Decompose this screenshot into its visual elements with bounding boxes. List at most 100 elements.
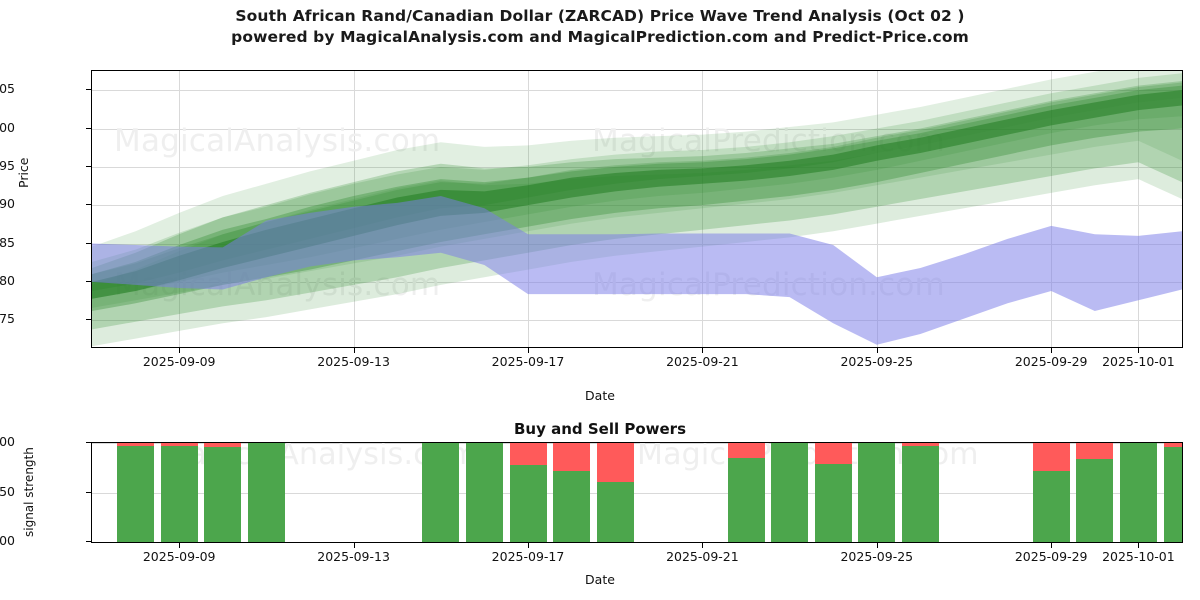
signal-bar[interactable] xyxy=(1076,443,1114,542)
buy-power-segment xyxy=(1076,458,1114,542)
price-band-0 xyxy=(92,195,1182,345)
main-x-axis-title: Date xyxy=(585,388,615,403)
main-gridline-h xyxy=(92,90,1182,92)
sell-power-segment xyxy=(204,443,242,447)
signal-bar[interactable] xyxy=(1032,443,1070,542)
lower-y-tick-label: 0.50 xyxy=(0,483,15,499)
main-y-tick-label: 0.0785 xyxy=(0,234,15,250)
signal-bar[interactable] xyxy=(117,443,155,542)
sell-power-segment xyxy=(1076,443,1114,459)
lower-x-tick-label: 2025-10-01 xyxy=(1102,549,1175,564)
main-y-tick-label: 0.0795 xyxy=(0,157,15,173)
signal-bar[interactable] xyxy=(247,443,285,542)
sell-power-segment xyxy=(509,443,547,465)
main-y-tickmark xyxy=(86,165,91,167)
main-y-axis-title: Price xyxy=(16,157,31,189)
lower-y-tickmark xyxy=(86,442,91,443)
lower-y-tickmark xyxy=(86,541,91,542)
lower-y-axis-title: signal strength xyxy=(22,447,36,537)
lower-gridline-h xyxy=(92,492,1182,494)
main-y-tick-label: 0.0805 xyxy=(0,81,15,97)
main-gridline-v xyxy=(179,71,181,347)
sell-power-segment xyxy=(901,443,939,446)
main-x-tickmark xyxy=(702,348,704,353)
signal-bar[interactable] xyxy=(1119,443,1157,542)
main-gridline-v xyxy=(1051,71,1053,347)
signal-bar[interactable] xyxy=(204,443,242,542)
main-gridline-v xyxy=(876,71,878,347)
lower-gridline-h xyxy=(92,443,1182,444)
lower-y-tick-label: 1.00 xyxy=(0,434,15,449)
subplot-title: Buy and Sell Powers xyxy=(513,420,686,438)
buy-power-segment xyxy=(1032,470,1070,542)
main-x-tick-label: 2025-09-09 xyxy=(142,354,216,369)
price-band-echo-2 xyxy=(92,82,1182,292)
signal-bar[interactable] xyxy=(160,443,198,542)
main-y-tickmark xyxy=(86,280,91,282)
main-x-tickmark xyxy=(353,348,355,353)
signal-bar[interactable] xyxy=(1163,443,1182,542)
lower-x-tickmark xyxy=(179,543,181,548)
signal-bar[interactable] xyxy=(596,443,634,542)
main-y-tick-label: 0.0780 xyxy=(0,272,15,288)
main-x-tickmark xyxy=(876,348,878,353)
main-x-tickmark xyxy=(528,348,529,353)
price-band-echo-0 xyxy=(92,97,1182,347)
lower-x-tickmark xyxy=(876,543,878,548)
price-wave-chart[interactable]: MagicalAnalysis.com MagicalPrediction.co… xyxy=(91,70,1183,348)
main-y-tickmark xyxy=(86,89,91,91)
main-gridline-h xyxy=(92,166,1182,168)
main-y-tick-label: 0.0775 xyxy=(0,311,15,327)
buy-power-segment xyxy=(1119,443,1157,542)
buy-power-segment xyxy=(1163,446,1182,542)
lower-x-tickmark xyxy=(702,543,704,548)
page-title: South African Rand/Canadian Dollar (ZARC… xyxy=(0,6,1200,48)
buy-power-segment xyxy=(465,443,503,542)
sell-power-segment xyxy=(596,443,634,482)
lower-y-tick-label: 0.00 xyxy=(0,533,15,548)
signal-bar[interactable] xyxy=(422,443,460,542)
signal-bar[interactable] xyxy=(901,443,939,542)
main-gridline-h xyxy=(92,128,1182,130)
main-y-tick-label: 0.0800 xyxy=(0,119,15,135)
signal-bar[interactable] xyxy=(858,443,896,542)
main-x-tick-label: 2025-09-13 xyxy=(317,354,390,369)
buy-power-segment xyxy=(160,445,198,542)
buy-power-segment xyxy=(204,446,242,542)
signal-bar[interactable] xyxy=(727,443,765,542)
main-gridline-v xyxy=(528,71,529,347)
sell-power-segment xyxy=(727,443,765,458)
main-x-tick-label: 2025-09-17 xyxy=(491,354,565,369)
signal-bar[interactable] xyxy=(465,443,503,542)
signal-bar[interactable] xyxy=(509,443,547,542)
lower-x-tickmark xyxy=(1138,543,1140,548)
lower-x-tickmark xyxy=(1051,543,1053,548)
buy-power-segment xyxy=(509,464,547,542)
lower-gridline-h xyxy=(92,542,1182,543)
lower-x-tick-label: 2025-09-13 xyxy=(317,549,390,564)
main-x-tick-label: 2025-09-25 xyxy=(840,354,914,369)
main-y-tickmark xyxy=(86,204,91,206)
lower-y-tickmark xyxy=(86,491,91,493)
main-y-tickmark xyxy=(86,319,91,321)
lower-x-tickmark xyxy=(353,543,355,548)
title-line-2: powered by MagicalAnalysis.com and Magic… xyxy=(231,28,969,46)
buy-power-segment xyxy=(596,481,634,542)
buy-sell-powers-chart[interactable]: MagicalAnalysis.com MagicalPrediction.co… xyxy=(91,442,1183,543)
sell-power-segment xyxy=(117,443,155,446)
sell-power-segment xyxy=(160,443,198,446)
signal-bar[interactable] xyxy=(553,443,591,542)
main-x-tick-label: 2025-09-21 xyxy=(666,354,739,369)
signal-bar[interactable] xyxy=(814,443,852,542)
signal-bar[interactable] xyxy=(771,443,809,542)
buy-power-segment xyxy=(858,443,896,542)
buy-power-segment xyxy=(814,463,852,542)
buy-power-segment xyxy=(553,470,591,542)
buy-power-segment xyxy=(901,445,939,542)
buy-power-segment xyxy=(117,445,155,542)
buy-power-segment xyxy=(247,443,285,542)
main-gridline-v xyxy=(1138,71,1140,347)
main-x-tickmark xyxy=(1051,348,1053,353)
lower-x-tickmark xyxy=(528,543,529,548)
